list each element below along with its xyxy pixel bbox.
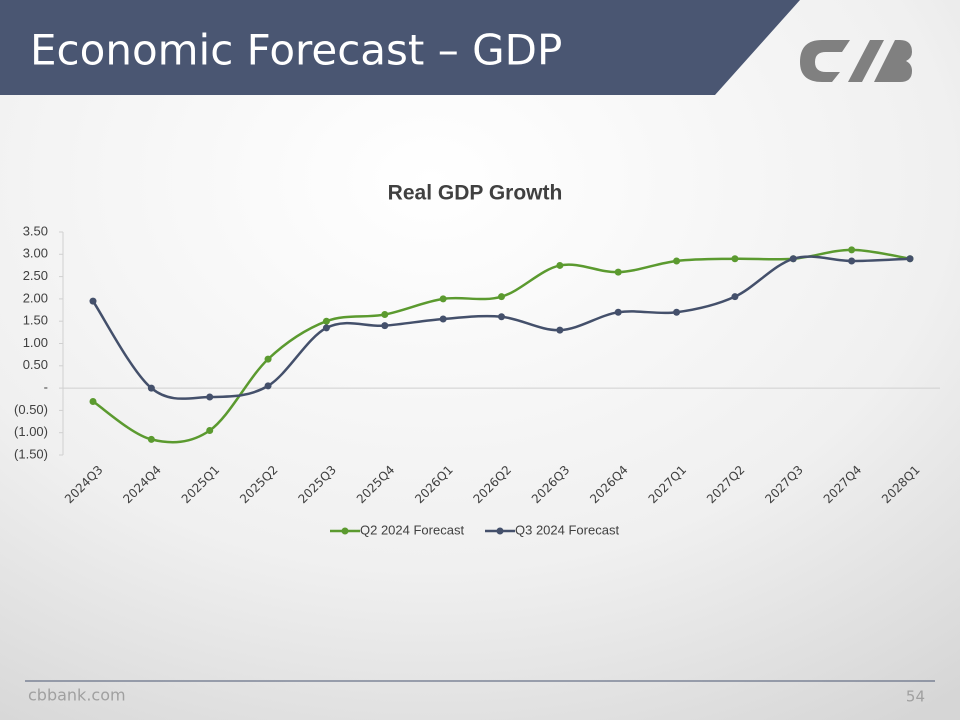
data-point	[906, 255, 914, 263]
header-band	[0, 0, 800, 95]
legend-label: Q3 2024 Forecast	[515, 522, 619, 537]
data-point	[89, 397, 97, 405]
data-point	[439, 315, 447, 323]
y-tick-label: 0.50	[23, 357, 48, 372]
data-point	[439, 295, 447, 303]
legend-marker	[341, 527, 349, 535]
footer-text: cbbank.com	[28, 686, 126, 705]
data-point	[381, 311, 389, 319]
data-point	[322, 324, 330, 332]
data-point	[498, 313, 505, 321]
data-point	[673, 257, 681, 265]
data-point	[89, 297, 97, 305]
data-point	[848, 246, 856, 254]
y-tick-label: 2.00	[23, 290, 48, 305]
logo-v	[848, 40, 884, 82]
page-number: 54	[906, 688, 925, 706]
slide-title: Economic Forecast – GDP	[30, 26, 562, 75]
data-point	[614, 268, 622, 276]
data-point	[147, 435, 155, 443]
data-point	[556, 326, 564, 334]
logo	[800, 40, 912, 82]
data-point	[614, 308, 622, 316]
y-tick-label: 3.50	[23, 223, 48, 238]
data-point	[498, 293, 505, 301]
logo-b	[874, 40, 912, 82]
data-point	[731, 293, 739, 301]
data-point	[322, 317, 330, 325]
data-point	[264, 382, 272, 390]
y-tick-label: (1.00)	[14, 424, 48, 439]
y-tick-label: 2.50	[23, 268, 48, 283]
logo-c	[800, 40, 850, 82]
data-point	[264, 355, 272, 363]
y-tick-label: 3.00	[23, 246, 48, 261]
data-point	[848, 257, 856, 265]
data-point	[556, 261, 564, 269]
data-point	[206, 426, 214, 434]
y-tick-label: 1.00	[23, 335, 48, 350]
data-point	[731, 255, 739, 263]
data-point	[147, 384, 155, 392]
data-point	[206, 393, 214, 401]
data-point	[789, 255, 797, 263]
data-point	[381, 322, 389, 330]
series-line	[92, 248, 911, 444]
y-tick-label: (1.50)	[14, 446, 48, 461]
chart-title: Real GDP Growth	[388, 182, 563, 205]
data-point	[673, 308, 681, 316]
y-tick-label: 1.50	[23, 313, 48, 328]
legend-label: Q2 2024 Forecast	[360, 522, 464, 537]
y-tick-label: (0.50)	[14, 402, 48, 417]
legend-marker	[496, 527, 504, 535]
y-tick-label: -	[44, 380, 48, 395]
